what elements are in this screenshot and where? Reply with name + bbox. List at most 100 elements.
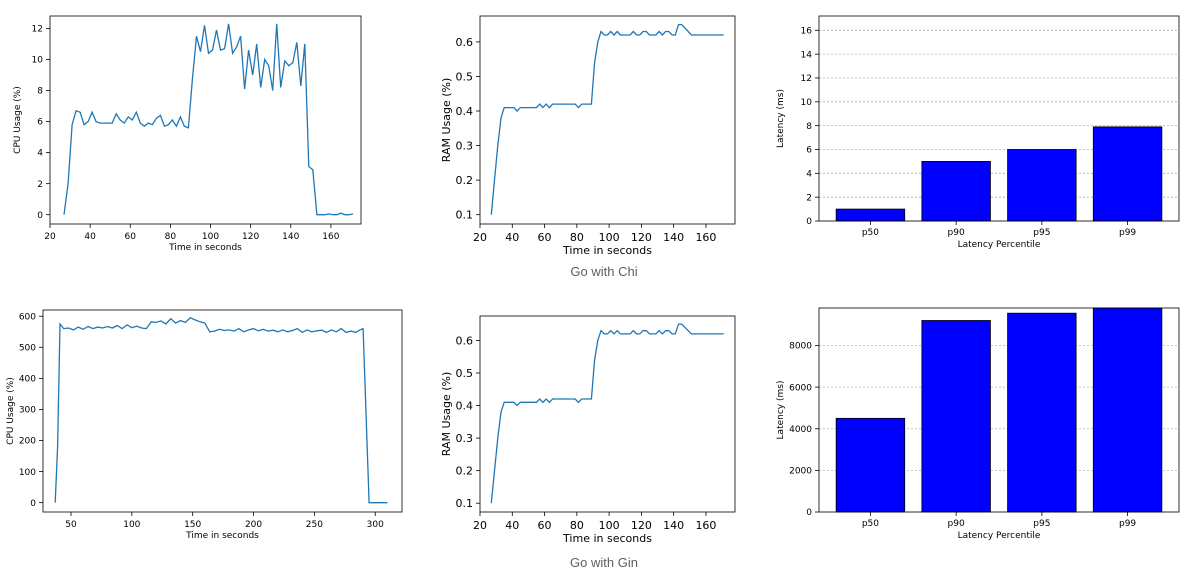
y-tick-label: 0.1 (456, 497, 474, 510)
y-tick-label: 14 (801, 50, 813, 60)
y-tick-label: 600 (19, 312, 36, 322)
y-tick-label: 300 (19, 406, 36, 416)
y-tick-label: 16 (801, 26, 813, 36)
y-tick-label: 6 (37, 118, 43, 128)
x-tick-label: 140 (282, 232, 299, 242)
x-tick-label: p50 (862, 519, 879, 529)
x-tick-label: 140 (663, 519, 684, 532)
x-tick-label: p99 (1119, 228, 1136, 238)
x-tick-label: 50 (65, 520, 77, 530)
x-tick-label: 60 (538, 519, 552, 532)
y-tick-label: 0 (806, 217, 812, 227)
x-tick-label: 80 (570, 231, 584, 244)
x-tick-label: p95 (1033, 519, 1050, 529)
bar-p50 (835, 208, 906, 222)
y-tick-label: 0.5 (456, 367, 474, 380)
bar-p95 (1007, 149, 1077, 222)
x-axis-label: Latency Percentile (958, 240, 1041, 250)
x-tick-label: p90 (948, 519, 965, 529)
x-tick-label: 20 (473, 519, 487, 532)
y-axis-label: RAM Usage (%) (440, 372, 453, 457)
chi-ram-chart: 20 40 60 80 100 120 140 160 0.1 0.2 0.3 0.4 0.5 0.6 Ti… (440, 15, 736, 257)
x-tick-label: p99 (1119, 519, 1136, 529)
x-tick-label: 200 (245, 520, 262, 530)
x-tick-label: 160 (322, 232, 339, 242)
x-tick-label: 160 (695, 231, 716, 244)
x-tick-label: 40 (505, 231, 519, 244)
y-tick-label: 4000 (789, 425, 812, 435)
plot-frame (818, 307, 1180, 513)
bar-p90 (921, 320, 991, 513)
y-tick-label: 0.6 (456, 334, 474, 347)
plot-frame (479, 315, 736, 513)
x-tick-label: 80 (165, 232, 177, 242)
x-tick-label: 120 (631, 519, 652, 532)
y-tick-label: 8 (37, 87, 43, 97)
x-tick-label: 40 (84, 232, 96, 242)
x-tick-label: 100 (599, 231, 620, 244)
y-tick-label: 0 (37, 211, 43, 221)
y-tick-label: 12 (801, 74, 812, 84)
x-tick-label: p90 (948, 228, 965, 238)
x-tick-label: 140 (663, 231, 684, 244)
row2-caption: Go with Gin (570, 555, 638, 570)
x-tick-label: 20 (473, 231, 487, 244)
y-tick-label: 400 (19, 375, 36, 385)
y-tick-label: 0.2 (456, 465, 474, 478)
y-tick-label: 6 (806, 146, 812, 156)
x-tick-label: 150 (184, 520, 201, 530)
x-tick-label: 300 (367, 520, 384, 530)
x-axis-label: Latency Percentile (958, 531, 1041, 541)
plot-frame (479, 15, 736, 225)
x-tick-label: p50 (862, 228, 879, 238)
y-tick-label: 10 (32, 56, 44, 66)
y-axis-label: CPU Usage (%) (6, 377, 16, 445)
y-axis-label: RAM Usage (%) (440, 78, 453, 163)
gin-ram-chart: 20 40 60 80 100 120 140 160 0.1 0.2 0.3 0.4 0.5 0.6 Ti… (440, 315, 736, 545)
x-tick-label: 250 (306, 520, 323, 530)
bar-p99 (1092, 126, 1163, 222)
x-axis-label: Time in seconds (562, 532, 652, 545)
row1-caption: Go with Chi (570, 264, 638, 279)
series-line (490, 23, 724, 215)
y-tick-label: 100 (19, 468, 36, 478)
y-tick-label: 200 (19, 437, 36, 447)
y-tick-label: 8 (806, 122, 812, 132)
x-tick-label: 100 (202, 232, 219, 242)
bar-p90 (921, 161, 991, 222)
x-tick-label: 160 (695, 519, 716, 532)
y-axis-label: Latency (ms) (776, 89, 786, 148)
plot-frame (818, 15, 1180, 222)
y-tick-label: 4 (37, 149, 43, 159)
y-tick-label: 0 (806, 508, 812, 518)
y-tick-label: 2000 (789, 467, 812, 477)
x-tick-label: 20 (44, 232, 56, 242)
x-tick-label: 40 (505, 519, 519, 532)
y-tick-label: 500 (19, 343, 36, 353)
y-tick-label: 2 (37, 180, 43, 190)
gin-cpu-chart: 50 100 150 200 250 300 0 100 200 300 400 500 600 Time… (6, 309, 403, 541)
y-tick-label: 8000 (789, 342, 812, 352)
x-axis-label: Time in seconds (562, 244, 652, 257)
y-tick-label: 0.2 (456, 174, 474, 187)
gin-latency-chart: p50 p90 p95 p99 0 2000 4000 6000 8000 Latency Per… (776, 307, 1180, 541)
y-tick-label: 6000 (789, 383, 812, 393)
plot-frame (49, 15, 362, 225)
x-axis-label: Time in seconds (185, 531, 259, 541)
x-tick-label: 120 (242, 232, 259, 242)
y-tick-label: 0.1 (456, 209, 474, 222)
chi-cpu-chart: 20 40 60 80 100 120 140 160 0 2 4 6 8 10 12 Time in sec… (13, 15, 362, 253)
bar-p99 (1092, 307, 1163, 513)
x-axis-label: Time in seconds (168, 243, 242, 253)
x-tick-label: 100 (123, 520, 140, 530)
x-tick-label: 80 (570, 519, 584, 532)
plot-frame (42, 309, 403, 513)
x-tick-label: 120 (631, 231, 652, 244)
y-tick-label: 12 (32, 25, 43, 35)
y-axis-label: CPU Usage (%) (13, 86, 23, 154)
y-axis-label: Latency (ms) (776, 381, 786, 440)
y-tick-label: 0.4 (456, 399, 474, 412)
series-line (63, 23, 354, 216)
x-tick-label: 60 (538, 231, 552, 244)
